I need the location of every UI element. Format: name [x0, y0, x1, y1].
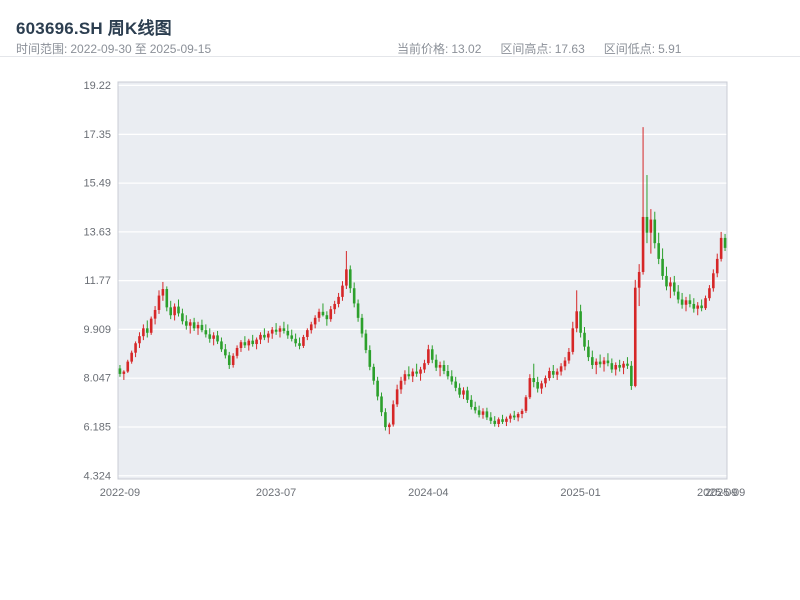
- kline-chart: 4.324 6.185 8.047 9.909 11.77 13.63 15.49 17.35…: [0, 72, 800, 522]
- y-tick-label: 11.77: [84, 275, 111, 287]
- y-tick-label: 9.909: [83, 324, 111, 336]
- x-axis-labels: 2022-09 2023-07 2024-04 2025-01 2025-092025-…: [100, 487, 745, 499]
- kline-svg: 4.324 6.185 8.047 9.909 11.77 13.63 15.49 17.35…: [83, 80, 745, 499]
- y-tick-label: 4.324: [83, 470, 111, 482]
- range-low-stat: 区间低点: 5.91: [604, 40, 685, 57]
- x-tick-label: 2024-04: [408, 487, 448, 499]
- current-price-value: 13.02: [451, 42, 482, 56]
- y-tick-label: 6.185: [83, 421, 111, 433]
- time-range: 时间范围: 2022-09-30 至 2025-09-15: [16, 40, 214, 57]
- current-price-label: 当前价格:: [397, 42, 449, 56]
- plot-border: [117, 81, 728, 480]
- kline-page: 603696.SH 周K线图 时间范围: 2022-09-30 至 2025-09-1…: [0, 0, 800, 499]
- y-axis-labels: 4.324 6.185 8.047 9.909 11.77 13.63 15.49 17.35…: [83, 80, 111, 482]
- time-range-end: 2025-09-15: [149, 42, 212, 56]
- page-title: 603696.SH 周K线图: [16, 19, 172, 38]
- x-tick-label: 2023-07: [256, 487, 296, 499]
- range-high-stat: 区间高点: 17.63: [500, 40, 587, 57]
- x-tick-label: 2025-09: [705, 487, 745, 499]
- time-range-label: 时间范围:: [16, 42, 68, 56]
- y-tick-label: 13.63: [83, 226, 111, 238]
- x-tick-label: 2022-09: [100, 487, 140, 499]
- time-range-separator: 至: [134, 42, 147, 56]
- y-tick-label: 15.49: [83, 178, 111, 190]
- y-tick-label: 19.22: [83, 80, 111, 92]
- time-range-start: 2022-09-30: [70, 42, 132, 56]
- x-tick-label: 2025-01: [560, 487, 600, 499]
- price-stats: 当前价格: 13.02 区间高点: 17.63 区间低点: 5.91: [397, 40, 684, 57]
- range-low-value: 5.91: [658, 42, 682, 56]
- gridlines: [118, 84, 727, 477]
- chart-subheader: 时间范围: 2022-09-30 至 2025-09-15 当前价格: 13.02 区间…: [16, 40, 784, 57]
- y-tick-label: 17.35: [83, 129, 111, 141]
- current-price-stat: 当前价格: 13.02: [397, 40, 484, 57]
- chart-header: 603696.SH 周K线图 时间范围: 2022-09-30 至 2025-09-1…: [0, 0, 800, 57]
- range-low-label: 区间低点:: [603, 42, 656, 56]
- y-tick-label: 8.047: [83, 373, 111, 385]
- candles: [118, 127, 727, 435]
- range-high-value: 17.63: [554, 42, 585, 56]
- range-high-label: 区间高点:: [500, 42, 552, 56]
- x-tick-label: 2025-09: [697, 487, 737, 499]
